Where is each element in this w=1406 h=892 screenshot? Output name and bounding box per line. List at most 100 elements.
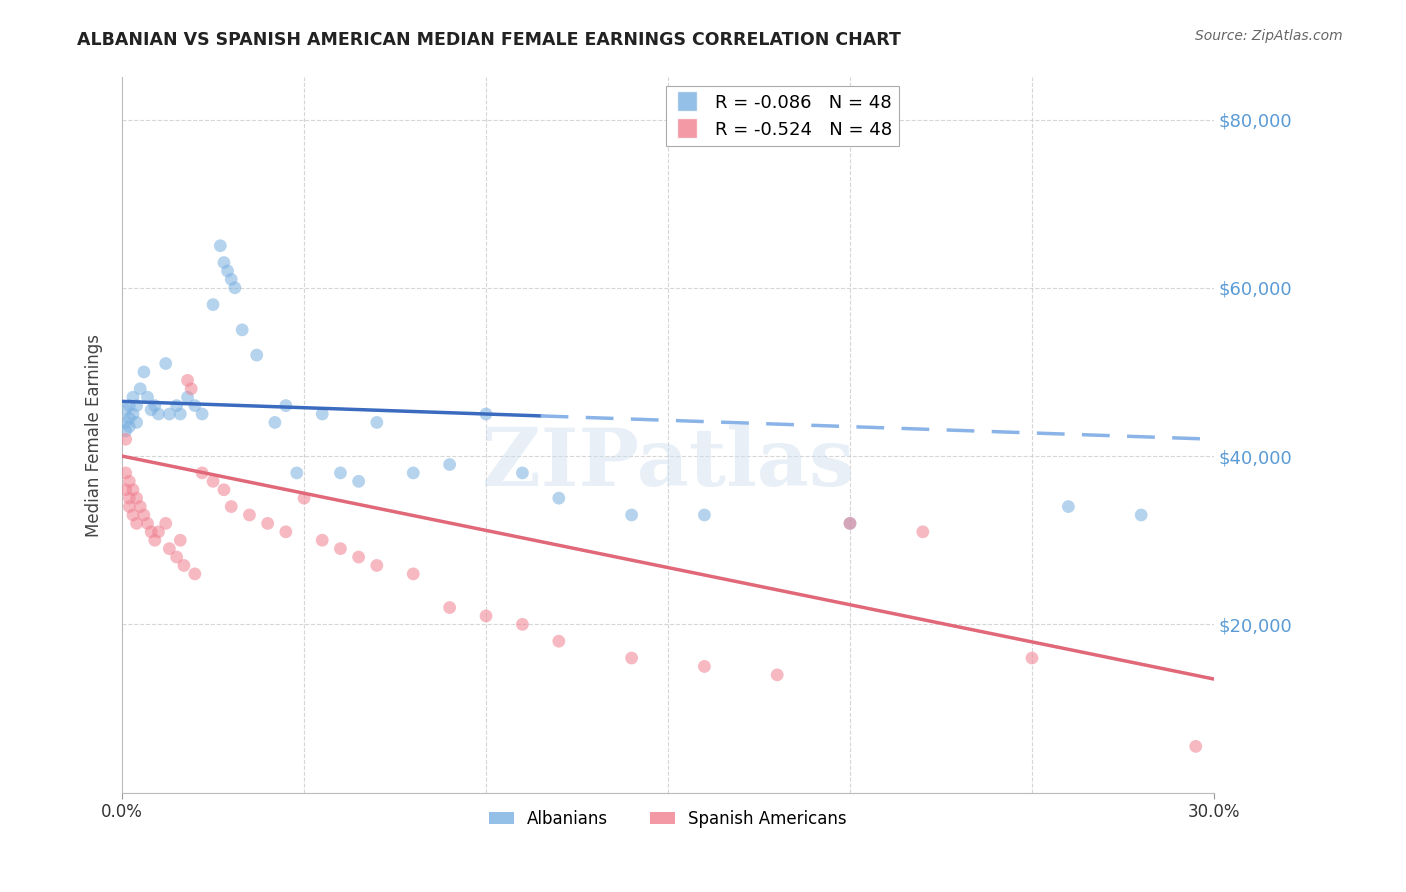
Point — [311, 533, 333, 548]
Point — [157, 541, 180, 556]
Point — [114, 402, 136, 417]
Point — [114, 432, 136, 446]
Point — [911, 524, 934, 539]
Point — [329, 466, 352, 480]
Point — [132, 508, 155, 522]
Point — [176, 390, 198, 404]
Text: ZIPatlas: ZIPatlas — [482, 425, 853, 503]
Point — [475, 609, 498, 624]
Point — [122, 483, 145, 497]
Point — [118, 475, 141, 489]
Point — [155, 357, 177, 371]
Point — [136, 390, 159, 404]
Point — [264, 416, 287, 430]
Point — [285, 466, 308, 480]
Point — [125, 399, 148, 413]
Point — [129, 382, 152, 396]
Point — [118, 399, 141, 413]
Point — [209, 238, 232, 252]
Point — [217, 264, 239, 278]
Point — [129, 500, 152, 514]
Point — [118, 500, 141, 514]
Point — [547, 634, 569, 648]
Point — [1057, 500, 1080, 514]
Point — [148, 524, 170, 539]
Point — [439, 600, 461, 615]
Point — [136, 516, 159, 531]
Point — [125, 516, 148, 531]
Point — [311, 407, 333, 421]
Point — [122, 390, 145, 404]
Point — [122, 407, 145, 421]
Point — [1184, 739, 1206, 754]
Point — [439, 458, 461, 472]
Point — [148, 407, 170, 421]
Text: Source: ZipAtlas.com: Source: ZipAtlas.com — [1195, 29, 1343, 43]
Point — [169, 407, 191, 421]
Point — [256, 516, 278, 531]
Point — [274, 524, 297, 539]
Point — [141, 524, 163, 539]
Point — [180, 382, 202, 396]
Point — [620, 508, 643, 522]
Point — [839, 516, 862, 531]
Point — [157, 407, 180, 421]
Point — [212, 483, 235, 497]
Point — [512, 466, 534, 480]
Point — [191, 407, 214, 421]
Point — [166, 399, 188, 413]
Point — [143, 399, 166, 413]
Point — [347, 475, 370, 489]
Point — [191, 466, 214, 480]
Point — [114, 483, 136, 497]
Point — [184, 566, 207, 581]
Point — [693, 659, 716, 673]
Point — [366, 558, 388, 573]
Point — [184, 399, 207, 413]
Point — [766, 668, 789, 682]
Point — [143, 533, 166, 548]
Point — [166, 550, 188, 565]
Point — [347, 550, 370, 565]
Point — [246, 348, 269, 362]
Point — [219, 272, 242, 286]
Point — [155, 516, 177, 531]
Point — [169, 533, 191, 548]
Point — [512, 617, 534, 632]
Point — [125, 491, 148, 505]
Point — [141, 402, 163, 417]
Point — [212, 255, 235, 269]
Point — [176, 373, 198, 387]
Point — [202, 475, 225, 489]
Point — [547, 491, 569, 505]
Y-axis label: Median Female Earnings: Median Female Earnings — [86, 334, 103, 537]
Point — [620, 651, 643, 665]
Point — [114, 424, 136, 438]
Point — [839, 516, 862, 531]
Point — [114, 416, 136, 430]
Point — [224, 281, 246, 295]
Point — [125, 416, 148, 430]
Text: ALBANIAN VS SPANISH AMERICAN MEDIAN FEMALE EARNINGS CORRELATION CHART: ALBANIAN VS SPANISH AMERICAN MEDIAN FEMA… — [77, 31, 901, 49]
Point — [402, 466, 425, 480]
Point — [693, 508, 716, 522]
Point — [329, 541, 352, 556]
Point — [173, 558, 195, 573]
Point — [292, 491, 315, 505]
Point — [118, 411, 141, 425]
Point — [114, 466, 136, 480]
Point — [219, 500, 242, 514]
Point — [132, 365, 155, 379]
Point — [1130, 508, 1153, 522]
Point — [475, 407, 498, 421]
Point — [118, 491, 141, 505]
Point — [122, 508, 145, 522]
Point — [274, 399, 297, 413]
Point — [366, 416, 388, 430]
Legend: Albanians, Spanish Americans: Albanians, Spanish Americans — [482, 803, 853, 834]
Point — [202, 298, 225, 312]
Point — [118, 419, 141, 434]
Point — [402, 566, 425, 581]
Point — [231, 323, 253, 337]
Point — [1021, 651, 1043, 665]
